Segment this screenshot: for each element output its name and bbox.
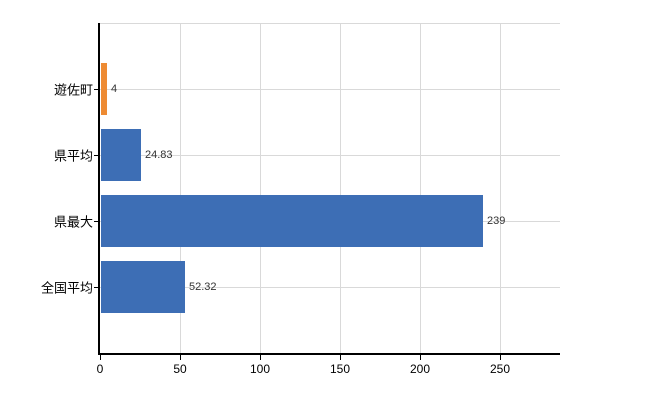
y-axis-line [98,23,100,355]
x-tick-mark [100,355,101,360]
category-tick-mark [94,89,100,90]
x-tick-mark [340,355,341,360]
x-tick-mark [260,355,261,360]
x-tick-label: 0 [96,362,104,376]
bar-県平均 [101,129,141,181]
y-gridline [100,89,560,90]
category-label: 全国平均 [40,280,93,296]
plot-top-border [100,23,560,24]
y-gridline [100,287,560,288]
bar-全国平均 [101,261,185,313]
x-tick-mark [180,355,181,360]
bar-遊佐町 [101,63,107,115]
category-tick-mark [94,221,100,222]
category-label: 県平均 [53,148,93,164]
x-tick-label: 150 [329,362,351,376]
x-gridline [500,23,501,353]
x-gridline [260,23,261,353]
x-tick-mark [420,355,421,360]
bar-value-label: 4 [111,83,118,95]
bar-県最大 [101,195,483,247]
bar-value-label: 239 [487,215,506,227]
x-tick-label: 100 [249,362,271,376]
x-tick-label: 50 [173,362,187,376]
bar-value-label: 24.83 [145,149,173,161]
category-tick-mark [94,287,100,288]
category-label: 遊佐町 [53,82,93,98]
bar-value-label: 52.32 [189,281,217,293]
x-tick-mark [500,355,501,360]
x-tick-label: 250 [489,362,511,376]
y-gridline [100,155,560,156]
x-axis-line [98,353,560,355]
x-gridline [420,23,421,353]
category-tick-mark [94,155,100,156]
x-gridline [340,23,341,353]
x-gridline [180,23,181,353]
x-tick-label: 200 [409,362,431,376]
category-label: 県最大 [53,214,93,230]
